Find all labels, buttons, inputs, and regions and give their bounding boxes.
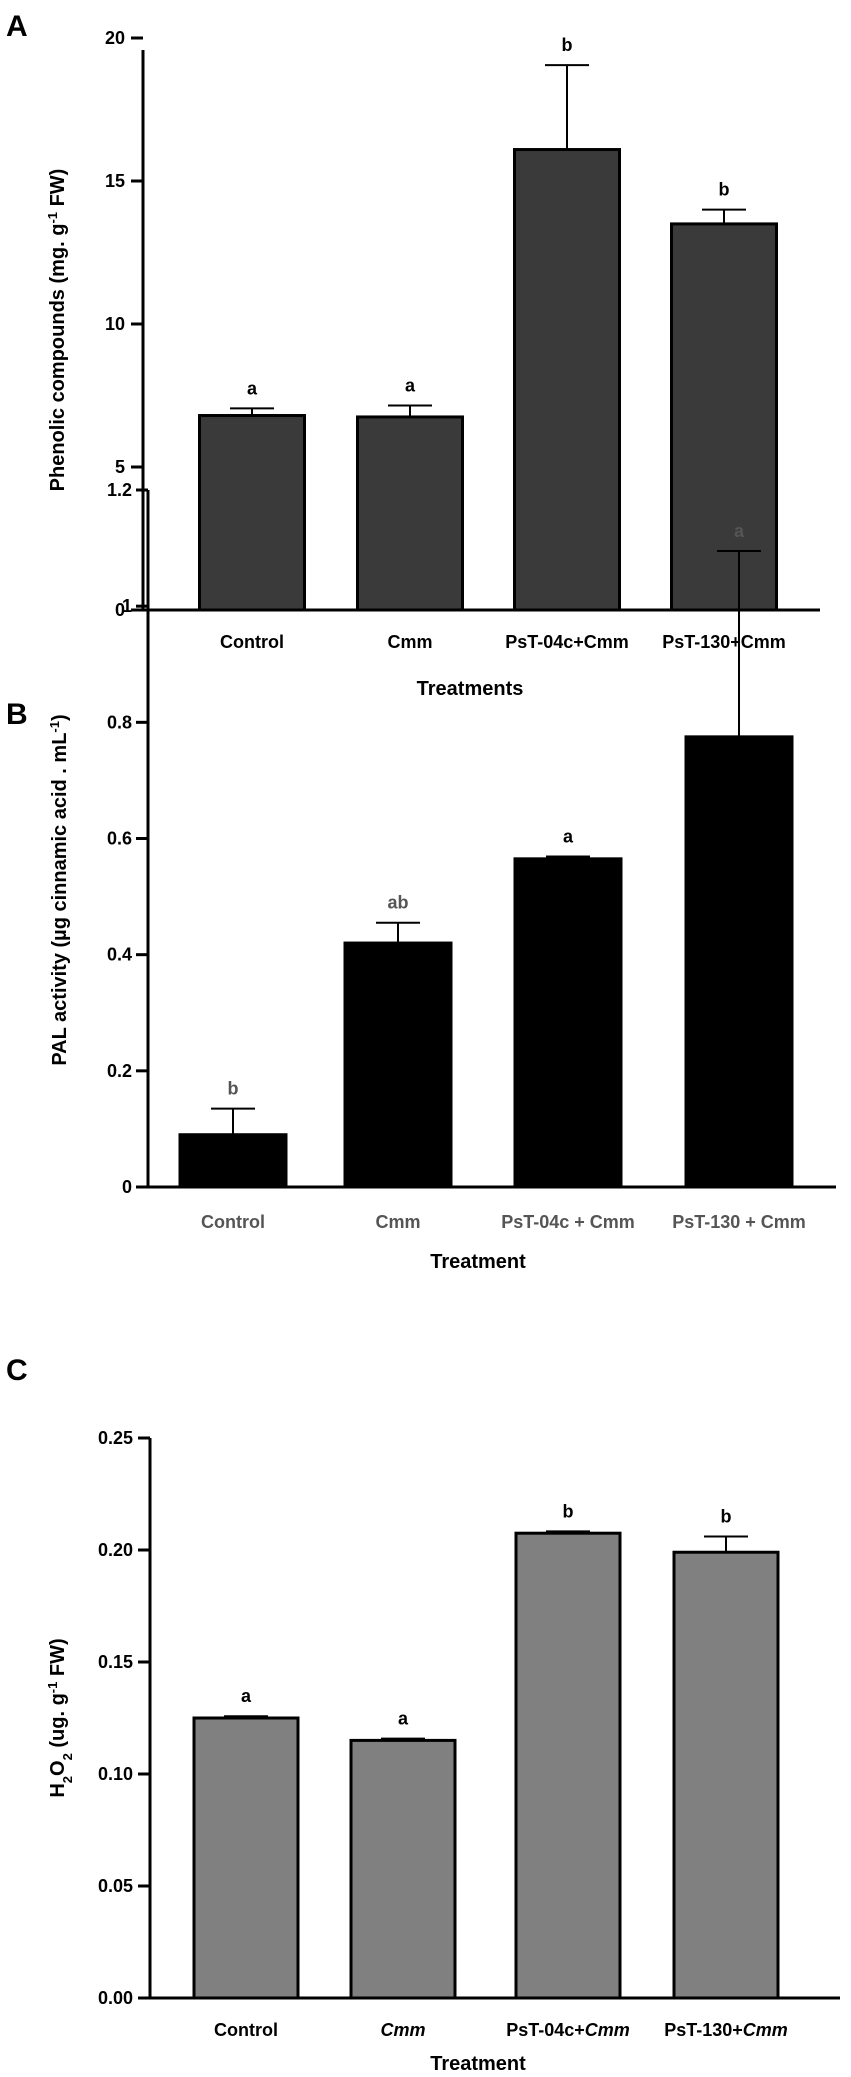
panel-b-y-ticks: 0 0.2 0.4 0.6 0.8 1 1.2 — [107, 480, 148, 1197]
significance-letter: a — [241, 1686, 252, 1706]
category-label: PsT-130+Cmm — [662, 632, 786, 652]
y-tick-label: 1.2 — [107, 480, 132, 500]
panel-c-y-axis-label: H2O2 (ug. g-1 FW) — [45, 1638, 75, 1797]
y-tick-label: 0 — [122, 1177, 132, 1197]
significance-letter: a — [563, 827, 574, 847]
y-tick-label: 1 — [122, 596, 132, 616]
category-label: PsT-04c+Cmm — [505, 632, 629, 652]
y-tick-label: 5 — [115, 457, 125, 477]
panel-c-category-labels: Control Cmm PsT-04c+Cmm PsT-130+Cmm — [214, 2020, 788, 2040]
panel-a-y-ticks: 0 5 10 15 20 — [105, 28, 143, 620]
y-tick-label: 0.00 — [98, 1988, 133, 2008]
y-tick-label: 0.4 — [107, 945, 132, 965]
y-tick-label: 0.8 — [107, 712, 132, 732]
y-tick-label: 0.2 — [107, 1061, 132, 1081]
panel-b-category-labels: Control Cmm PsT-04c + Cmm PsT-130 + Cmm — [201, 1212, 806, 1232]
y-tick-label: 20 — [105, 28, 125, 48]
significance-letter: a — [405, 376, 416, 396]
y-tick-label: 0.25 — [98, 1428, 133, 1448]
bar — [343, 941, 453, 1189]
panel-a: A 0 5 10 15 20 a a b b Phenolic compounds (mg. … — [6, 10, 820, 700]
bar — [684, 735, 794, 1189]
category-label: PsT-130+Cmm — [664, 2020, 788, 2040]
panel-c-x-axis-label: Treatment — [430, 2053, 526, 2075]
category-label: Control — [220, 632, 284, 652]
panel-c-y-ticks: 0.00 0.05 0.10 0.15 0.20 0.25 — [98, 1428, 150, 2008]
category-label: PsT-04c+Cmm — [506, 2020, 630, 2040]
bar — [192, 1716, 300, 2000]
panel-b-bars: b ab a a — [178, 521, 794, 1189]
significance-letter: a — [734, 521, 745, 541]
bar — [356, 415, 464, 612]
bar — [513, 148, 621, 612]
category-label: PsT-04c + Cmm — [501, 1212, 635, 1232]
significance-letter: b — [721, 1507, 732, 1527]
panel-b-x-axis-label: Treatment — [430, 1251, 526, 1273]
panel-c-bars: a a b b — [192, 1501, 780, 2000]
y-tick-label: 0.20 — [98, 1540, 133, 1560]
panel-a-x-axis-label: Treatments — [417, 678, 524, 700]
panel-letter-c: C — [6, 1354, 28, 1387]
significance-letter: a — [247, 378, 258, 398]
bar — [672, 1550, 780, 2000]
category-label: Cmm — [380, 2020, 425, 2040]
bar — [514, 1531, 622, 2000]
panel-letter-a: A — [6, 10, 28, 43]
panel-a-bars: a a b b — [198, 35, 778, 612]
y-tick-label: 0.6 — [107, 829, 132, 849]
panel-b-y-axis-label: PAL activity (µg cinnamic acid . mL-1) — [47, 714, 72, 1065]
y-tick-label: 0 — [115, 600, 125, 620]
category-label: PsT-130 + Cmm — [672, 1212, 806, 1232]
significance-letter: a — [398, 1709, 409, 1729]
bar — [178, 1133, 288, 1189]
panel-c: C 0.00 0.05 0.10 0.15 0.20 0.25 a a b b H2O2 (ug… — [6, 1354, 840, 2075]
y-tick-label: 10 — [105, 314, 125, 334]
significance-letter: b — [562, 35, 573, 55]
bar — [349, 1738, 457, 2000]
panel-b: B 0 0.2 0.4 0.6 0.8 1 1.2 b ab a a PAL activity (… — [6, 480, 836, 1273]
y-tick-label: 0.10 — [98, 1764, 133, 1784]
significance-letter: b — [719, 180, 730, 200]
bar — [670, 222, 778, 612]
y-tick-label: 15 — [105, 171, 125, 191]
bar — [513, 857, 623, 1189]
y-tick-label: 0.15 — [98, 1652, 133, 1672]
category-label: Control — [201, 1212, 265, 1232]
panel-letter-b: B — [6, 698, 28, 731]
significance-letter: ab — [387, 893, 408, 913]
significance-letter: b — [228, 1079, 239, 1099]
category-label: Cmm — [387, 632, 432, 652]
panel-a-y-axis-label: Phenolic compounds (mg. g-1 FW) — [45, 169, 70, 492]
bar — [198, 414, 306, 612]
category-label: Control — [214, 2020, 278, 2040]
panel-a-category-labels: Control Cmm PsT-04c+Cmm PsT-130+Cmm — [220, 632, 786, 652]
category-label: Cmm — [375, 1212, 420, 1232]
y-tick-label: 0.05 — [98, 1876, 133, 1896]
significance-letter: b — [563, 1501, 574, 1521]
